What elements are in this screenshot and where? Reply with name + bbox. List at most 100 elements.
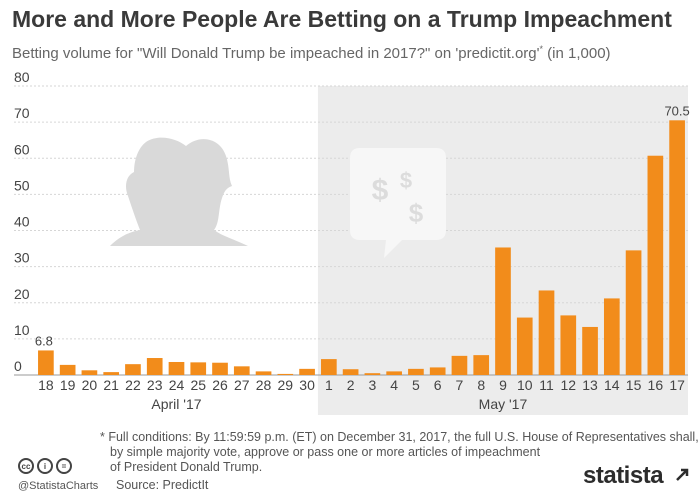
subtitle-footnote-marker: * [539,44,543,54]
bar [59,364,76,375]
footnote-line: of President Donald Trump. [110,460,263,474]
x-tick-label: 30 [299,377,315,393]
bar [190,362,207,375]
bar [255,371,272,375]
x-tick-label: 26 [212,377,228,393]
dollar-sign-1: $ [372,174,389,207]
statista-logo[interactable]: statista [583,462,664,489]
y-tick-label: 0 [14,358,22,374]
y-tick-label: 30 [14,250,30,266]
x-tick-label: 5 [412,377,420,393]
y-tick-label: 10 [14,322,30,338]
bar [212,362,228,375]
equals-icon[interactable]: = [56,458,72,474]
bar [233,366,250,375]
bar [647,155,664,375]
value-label: 6.8 [35,333,53,348]
value-labels: 6.8 70.5 [35,103,690,348]
subtitle-text: Betting volume for "Will Donald Trump be… [12,45,540,62]
y-tick-label: 60 [14,141,30,157]
x-tick-label: 14 [604,377,620,393]
y-tick-label: 70 [14,105,30,121]
bar [625,250,642,375]
chart-subtitle: Betting volume for "Will Donald Trump be… [12,44,692,62]
x-tick-label: 2 [347,377,355,393]
x-tick-label: 23 [147,377,163,393]
bar [473,355,490,375]
bar [342,369,359,375]
bar [299,368,315,375]
y-axis-ticks: 0 10 20 30 40 50 60 70 80 [14,69,30,374]
bar [603,298,620,375]
bar [560,315,577,375]
bar [168,361,185,375]
x-tick-label: 28 [256,377,272,393]
bar [516,317,533,375]
x-tick-label: 25 [190,377,206,393]
x-tick-label: 12 [560,377,576,393]
source-note: Source: PredictIt [116,478,209,492]
bar [321,359,337,375]
x-tick-label: 21 [103,377,119,393]
footnote-line: by simple majority vote, approve or pass… [110,445,541,459]
chart-title: More and More People Are Betting on a Tr… [12,6,672,32]
month-labels: April '17 May '17 [151,396,527,412]
y-tick-label: 50 [14,177,30,193]
bar [277,373,294,375]
bar [103,372,120,375]
x-tick-label: 4 [390,377,398,393]
x-tick-label: 11 [539,377,554,393]
footnote: * Full conditions: By 11:59:59 p.m. (ET)… [100,430,699,475]
bar [408,368,424,375]
speech-bubble-dollar-icon: $ $ $ [350,148,446,258]
footnote-line: * Full conditions: By 11:59:59 p.m. (ET)… [100,430,699,444]
person-icon[interactable]: i [37,458,53,474]
x-tick-label: 17 [669,377,685,393]
bar [495,247,511,375]
bar [364,373,381,375]
x-tick-label: 22 [125,377,141,393]
month-label: April '17 [151,396,201,412]
bar [146,358,163,375]
value-label: 70.5 [664,103,689,118]
x-tick-label: 8 [477,377,485,393]
bar [429,367,446,375]
bar [81,370,98,375]
x-tick-label: 15 [626,377,642,393]
y-tick-label: 20 [14,286,30,302]
x-tick-label: 24 [169,377,185,393]
x-tick-label: 19 [60,377,76,393]
x-tick-label: 9 [499,377,507,393]
bar [538,290,555,375]
bar [125,364,141,375]
trump-silhouette-icon [110,137,248,246]
subtitle-unit: (in 1,000) [547,45,611,62]
bar [669,120,685,375]
statista-logo-icon [676,468,689,481]
y-tick-label: 80 [14,69,30,85]
x-tick-label: 29 [278,377,294,393]
x-tick-label: 7 [456,377,464,393]
dollar-sign-3: $ [409,198,424,228]
dollar-sign-2: $ [400,168,412,193]
bar [38,350,54,375]
twitter-handle[interactable]: @StatistaCharts [18,480,99,492]
bar [451,355,468,375]
x-tick-label: 6 [434,377,442,393]
y-tick-label: 40 [14,214,30,230]
x-tick-label: 3 [368,377,376,393]
x-tick-label: 18 [38,377,54,393]
bars [38,120,685,375]
x-tick-label: 27 [234,377,250,393]
x-tick-label: 13 [582,377,598,393]
x-tick-label: 10 [517,377,533,393]
x-tick-label: 20 [82,377,98,393]
x-tick-label: 16 [648,377,664,393]
bar [386,371,402,375]
license-icons: cc i = [18,458,72,474]
x-tick-label: 1 [325,377,333,393]
cc-icon[interactable]: cc [18,458,34,474]
month-label: May '17 [479,396,528,412]
bar [582,326,598,375]
